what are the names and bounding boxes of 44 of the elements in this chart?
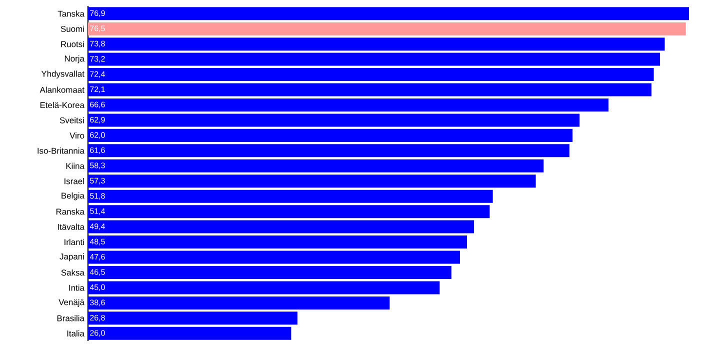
y-tick-label: Tanska: [58, 10, 84, 17]
y-tick-label: Etelä-Korea: [40, 102, 84, 108]
bar: [88, 220, 474, 234]
bar: [88, 159, 544, 172]
y-tick-label: Itävalta: [58, 224, 84, 230]
bar: [88, 144, 570, 158]
y-tick-label: Sveitsi: [60, 117, 84, 124]
bar: [88, 250, 460, 264]
y-tick-label: Alankomaat: [40, 86, 84, 93]
bar: [88, 38, 665, 51]
bar: [88, 266, 452, 279]
bar: [88, 128, 573, 142]
bar: [88, 174, 536, 188]
bar: [88, 296, 390, 310]
y-tick-label: Belgia: [62, 192, 84, 200]
bar: [88, 22, 686, 36]
bar: [88, 7, 689, 20]
y-tick-label: Intia: [69, 284, 84, 291]
bar: [88, 190, 493, 203]
bar: [88, 68, 654, 82]
bar: [88, 236, 468, 249]
y-tick-label: Ranska: [56, 208, 84, 215]
y-tick-label: Italia: [67, 330, 84, 336]
y-tick-label: Iso-Britannia: [38, 148, 84, 154]
bar: [88, 326, 292, 340]
y-tick-label: Venäjä: [58, 298, 84, 307]
y-tick-label: Viro: [70, 132, 84, 139]
y-tick-label: Saksa: [61, 269, 84, 276]
y-tick-label: Irlanti: [64, 238, 84, 246]
bar: [88, 281, 440, 294]
bar: [88, 205, 490, 218]
y-tick-label: Ruotsi: [61, 40, 84, 48]
y-tick-label: Norja: [64, 55, 84, 64]
y-tick-label: Brasilia: [57, 315, 84, 322]
y-tick-label: Yhdysvallat: [41, 70, 84, 78]
bar: [88, 312, 298, 325]
y-tick-label: Israel: [64, 178, 84, 184]
y-tick-label: Suomi: [60, 26, 84, 32]
y-tick-label: Kiina: [66, 162, 84, 169]
y-tick-label: Japani: [60, 253, 84, 262]
bar: [88, 83, 652, 96]
bar: [88, 98, 608, 112]
bar: [88, 52, 660, 66]
bar: [88, 114, 580, 127]
